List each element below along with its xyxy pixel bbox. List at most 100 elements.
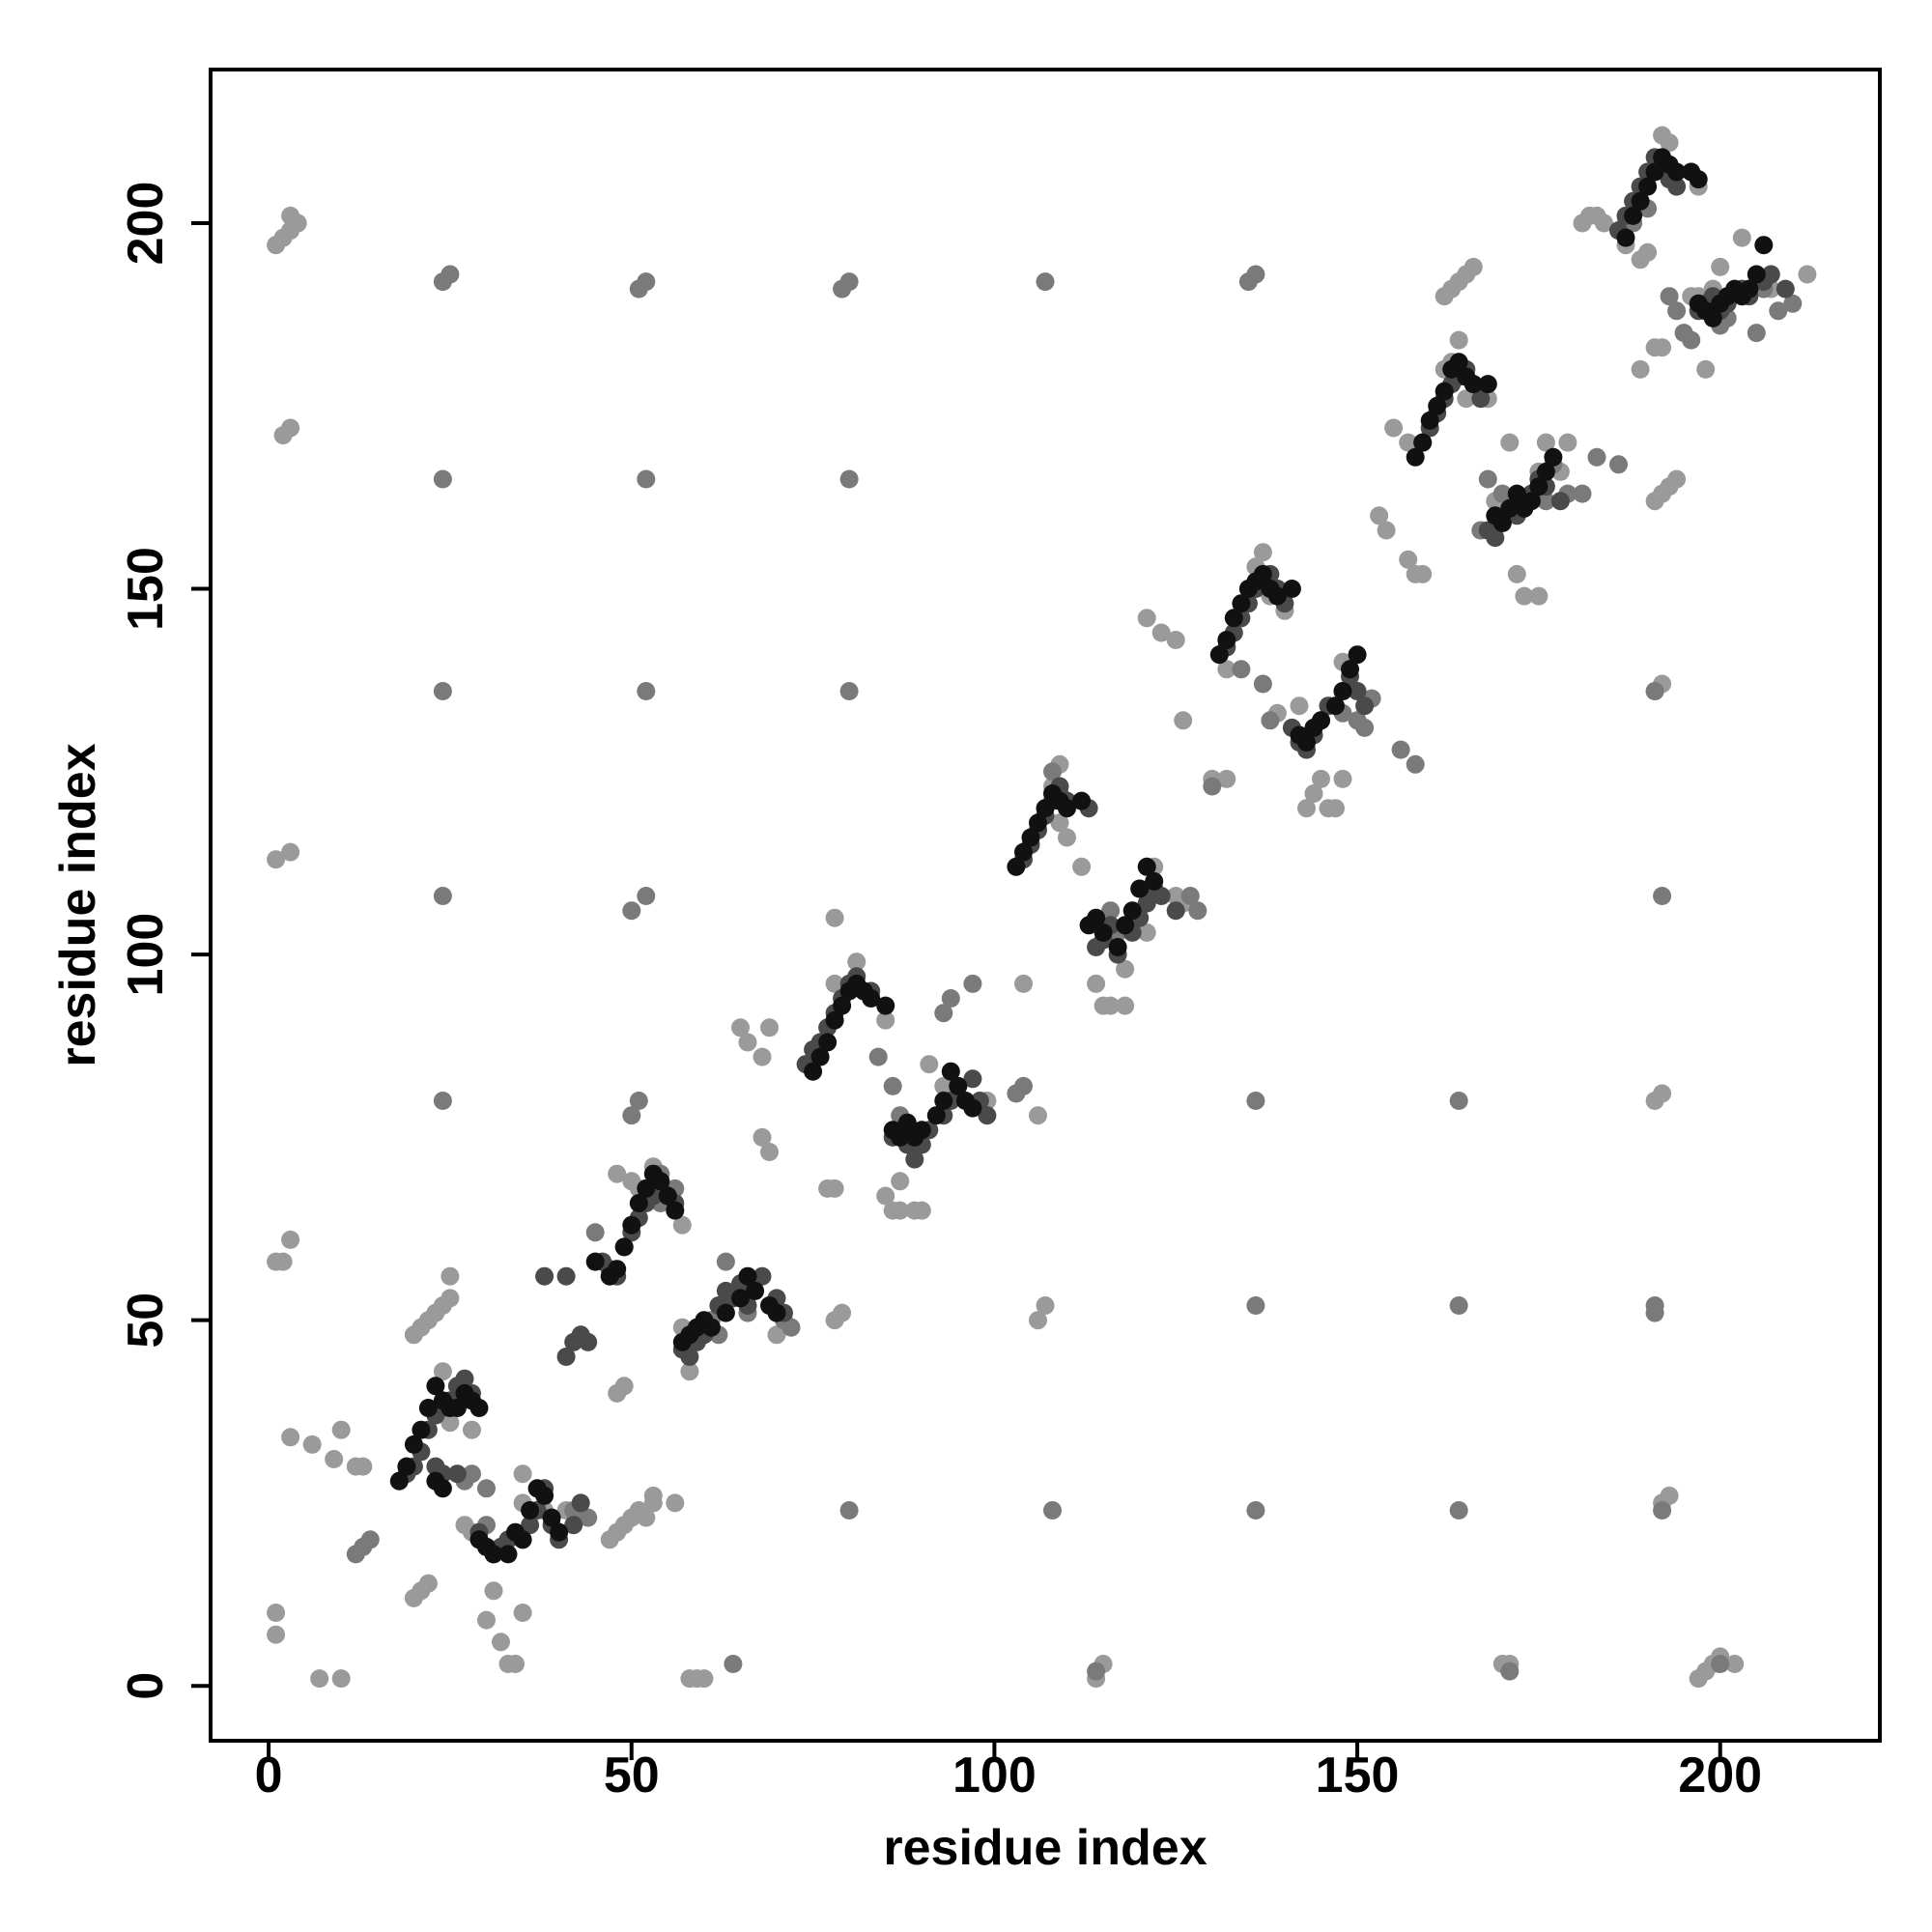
contact-point (724, 1655, 743, 1673)
contact-point (804, 1062, 823, 1081)
contact-point (1638, 177, 1658, 196)
contact-point (433, 1479, 452, 1498)
contact-point (614, 1237, 634, 1257)
contact-point (876, 1010, 895, 1030)
contact-point (629, 1194, 648, 1212)
contact-point (622, 1215, 641, 1235)
contact-point (839, 1501, 859, 1520)
contact-point (1667, 177, 1687, 196)
contact-point (1740, 279, 1759, 298)
contact-point (1463, 375, 1483, 394)
contact-point (637, 682, 656, 700)
contact-point (325, 1450, 344, 1468)
contact-point (738, 1033, 757, 1052)
contact-point (389, 1471, 409, 1491)
contact-point (281, 1428, 300, 1447)
contact-point (1747, 265, 1766, 284)
contact-point (302, 1435, 322, 1454)
contact-point (608, 1164, 627, 1183)
y-axis-title: residue index (50, 743, 106, 1066)
contact-point (1108, 938, 1127, 956)
contact-point (267, 1625, 286, 1644)
contact-point (658, 1186, 677, 1206)
contact-point (839, 469, 859, 489)
contact-point (579, 1332, 598, 1351)
contact-point (1297, 799, 1316, 818)
contact-point (622, 1106, 641, 1125)
contact-point (1732, 228, 1751, 247)
contact-point (1536, 492, 1555, 511)
contact-point (1116, 996, 1135, 1015)
contact-point (963, 1098, 982, 1118)
contact-point (281, 1230, 300, 1249)
contact-point (883, 1076, 902, 1095)
contact-point (1529, 586, 1548, 606)
contact-point (1449, 353, 1468, 372)
contact-point (1776, 279, 1795, 298)
contact-point (1326, 799, 1345, 818)
contact-point (1428, 396, 1447, 415)
contact-point (680, 1348, 699, 1366)
contact-point (839, 272, 859, 292)
contact-point (1689, 170, 1708, 189)
contact-point (1101, 901, 1121, 921)
contact-point (1217, 660, 1236, 679)
x-tick-label: 100 (952, 1747, 1037, 1804)
contact-point (1653, 1084, 1672, 1103)
contact-point (477, 1479, 496, 1498)
contact-point (1645, 682, 1664, 700)
contact-point (978, 1106, 997, 1125)
contact-point (1253, 564, 1272, 583)
contact-point (1609, 455, 1628, 474)
y-tick-label: 0 (118, 1672, 174, 1700)
contact-point (281, 842, 300, 862)
contact-point (1253, 674, 1272, 694)
contact-point (1043, 762, 1062, 781)
contact-point (1174, 711, 1193, 730)
contact-point (1058, 799, 1076, 818)
contact-point (1036, 799, 1055, 818)
contact-point (1667, 469, 1687, 489)
contact-point (1521, 492, 1541, 511)
contact-point (1036, 272, 1055, 292)
contact-point (1180, 887, 1200, 905)
x-tick-label: 200 (1678, 1747, 1762, 1804)
contact-point (1449, 1296, 1468, 1315)
contact-point (746, 1281, 764, 1300)
contact-point (825, 1010, 844, 1030)
contact-point (1217, 769, 1236, 788)
contact-point (1166, 631, 1185, 649)
contact-point (1536, 462, 1555, 481)
contact-point (440, 1289, 460, 1308)
contact-point (1478, 469, 1497, 489)
contact-point (288, 213, 307, 233)
contact-point (614, 1377, 634, 1396)
contact-point (825, 908, 844, 927)
contact-point (1413, 433, 1433, 452)
contact-point (1769, 301, 1788, 321)
contact-point (1573, 484, 1592, 503)
contact-point (1478, 375, 1497, 394)
contact-point (1348, 682, 1367, 700)
contact-point (963, 1069, 982, 1089)
contact-point (1253, 543, 1272, 562)
contact-point (331, 1669, 351, 1689)
contact-point (934, 1092, 953, 1110)
contact-point (1653, 338, 1672, 357)
contact-point (1087, 908, 1106, 927)
contact-point (426, 1377, 445, 1396)
contact-point (847, 952, 867, 972)
contact-point (1645, 162, 1664, 182)
contact-point (1137, 609, 1156, 628)
contact-point (672, 1215, 692, 1235)
contact-point (513, 1464, 532, 1484)
contact-point (1377, 521, 1396, 540)
contact-point (1072, 791, 1092, 810)
contact-point (1326, 696, 1345, 716)
contact-point (1384, 418, 1404, 438)
contact-point (1116, 959, 1135, 979)
contact-point (1151, 623, 1171, 642)
contact-point (622, 901, 641, 921)
contact-point (825, 974, 844, 993)
contact-point (767, 1325, 786, 1345)
